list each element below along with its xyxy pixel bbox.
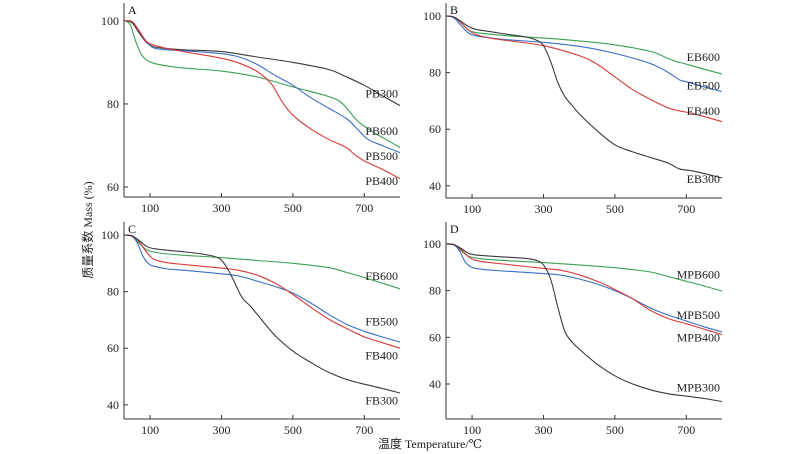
y-tick-label: 60 [429, 330, 441, 344]
y-tick-label: 60 [107, 341, 119, 355]
series-line-pb400 [125, 20, 401, 180]
series-line-pb600 [124, 20, 401, 149]
series-line-eb500 [446, 15, 723, 93]
x-tick-label: 700 [677, 423, 695, 437]
panel-letter: B [450, 3, 458, 17]
series-line-mpb600 [447, 243, 723, 292]
y-tick-label: 40 [107, 398, 119, 412]
panel-b: B 100 300 500 700 40 60 80 100 EB600 EB500 EB400 EB3… [423, 3, 723, 216]
x-tick-label: 300 [212, 423, 230, 437]
series-label-mpb300: MPB300 [677, 380, 720, 394]
y-tick-label: 100 [101, 14, 119, 28]
y-tick-label: 80 [429, 284, 441, 298]
series-line-pb500 [125, 20, 401, 154]
series-label-eb500: EB500 [687, 78, 720, 92]
y-tick-label: 60 [107, 180, 119, 194]
panel-a: A 100 300 500 700 60 80 100 PB300 PB600 PB500 PB400 [101, 3, 401, 215]
y-tick-label: 60 [429, 122, 441, 136]
series-line-fb400 [125, 234, 401, 349]
x-axis-title: 温度 Temperature/℃ [378, 436, 482, 451]
series-label-eb400: EB400 [687, 104, 720, 118]
panel-letter: D [450, 222, 459, 236]
y-tick-label: 80 [107, 285, 119, 299]
series-line-fb500 [124, 234, 401, 343]
series-label-fb400: FB400 [365, 348, 398, 362]
x-tick-label: 100 [463, 423, 481, 437]
panel-c: C 100 300 500 700 40 60 80 100 FB600 FB500 FB400 FB3… [101, 222, 401, 437]
y-tick-label: 80 [107, 97, 119, 111]
panel-letter: C [128, 222, 136, 236]
x-tick-label: 700 [355, 201, 373, 215]
x-tick-label: 100 [141, 423, 159, 437]
x-tick-label: 500 [284, 201, 302, 215]
series-line-mpb400 [447, 243, 723, 336]
y-tick-label: 100 [101, 228, 119, 242]
series-line-mpb500 [447, 243, 723, 333]
series-label-pb300: PB300 [365, 87, 398, 101]
x-tick-label: 300 [212, 201, 230, 215]
series-label-pb500: PB500 [365, 149, 398, 163]
series-label-pb400: PB400 [365, 174, 398, 188]
series-line-eb600 [446, 15, 723, 75]
series-line-eb400 [447, 15, 723, 123]
panel-d: D 100 300 500 700 40 60 80 100 MPB600 MPB500 MPB400… [423, 222, 723, 437]
series-label-eb600: EB600 [687, 50, 720, 64]
series-line-fb300 [125, 234, 401, 394]
series-label-mpb400: MPB400 [677, 330, 720, 344]
series-label-fb300: FB300 [365, 394, 398, 408]
y-tick-label: 100 [423, 9, 441, 23]
series-line-eb300 [447, 15, 723, 179]
x-tick-label: 100 [141, 201, 159, 215]
y-axis-title: 质量系数 Mass (%) [80, 181, 95, 278]
series-label-mpb600: MPB600 [677, 267, 720, 281]
y-tick-label: 40 [429, 179, 441, 193]
x-tick-label: 300 [534, 202, 552, 216]
series-line-fb600 [124, 234, 401, 290]
x-tick-label: 700 [677, 202, 695, 216]
series-label-fb600: FB600 [365, 269, 398, 283]
y-tick-label: 100 [423, 237, 441, 251]
series-label-eb300: EB300 [687, 172, 720, 186]
x-tick-label: 500 [284, 423, 302, 437]
series-line-pb300 [124, 20, 401, 107]
series-label-mpb500: MPB500 [677, 308, 720, 322]
x-tick-label: 100 [463, 202, 481, 216]
x-tick-label: 500 [606, 423, 624, 437]
y-tick-label: 40 [429, 377, 441, 391]
series-line-mpb300 [447, 243, 723, 403]
series-label-fb500: FB500 [365, 314, 398, 328]
x-tick-label: 700 [355, 423, 373, 437]
series-label-pb600: PB600 [365, 124, 398, 138]
y-tick-label: 80 [429, 66, 441, 80]
x-tick-label: 300 [534, 423, 552, 437]
panel-letter: A [128, 3, 137, 17]
x-tick-label: 500 [606, 202, 624, 216]
